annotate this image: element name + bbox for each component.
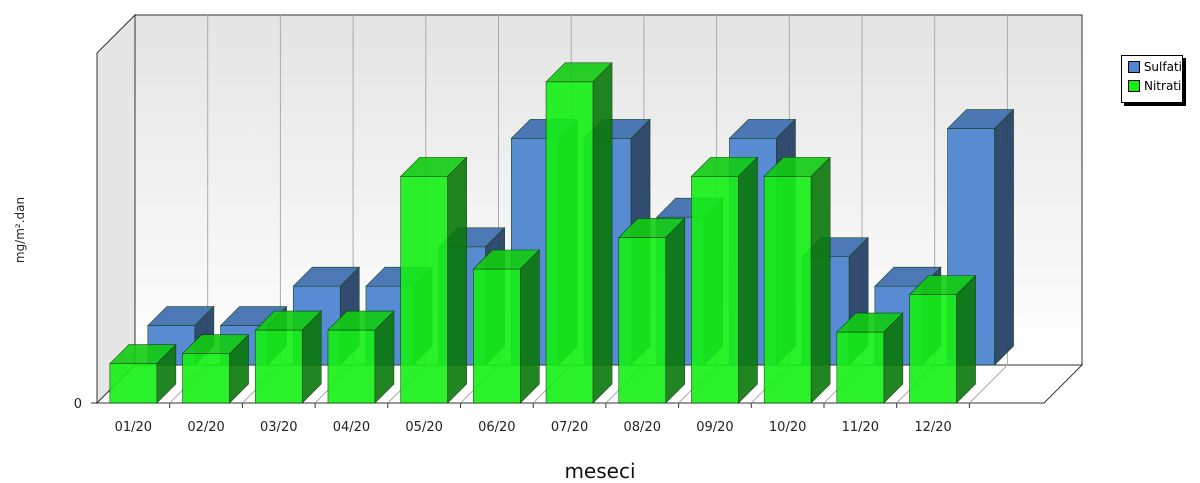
bar-nitrati-11/20: [836, 312, 904, 404]
x-tick-label: 03/20: [260, 420, 297, 435]
x-tick-label: 08/20: [624, 420, 661, 435]
x-tick-label: 10/20: [769, 420, 806, 435]
legend-item-nitrati: Nitrati: [1128, 78, 1182, 94]
bar-nitrati-05/20: [399, 156, 468, 404]
bar-nitrati-03/20: [254, 310, 322, 404]
x-tick-label: 06/20: [478, 420, 515, 435]
bar-nitrati-09/20: [690, 156, 759, 404]
y-axis-label: mg/m².dan: [13, 197, 27, 263]
legend-label-sulfati: Sulfati: [1143, 60, 1182, 74]
x-tick-label: 11/20: [842, 420, 879, 435]
y-tick-0: 0: [74, 397, 82, 412]
x-tick-label: 01/20: [115, 420, 152, 435]
bar-nitrati-08/20: [618, 217, 686, 404]
legend-swatch-sulfati: [1128, 61, 1140, 73]
x-tick-label: 04/20: [333, 420, 370, 435]
bar-nitrati-04/20: [327, 310, 395, 404]
bar-nitrati-12/20: [908, 274, 977, 404]
bar-nitrati-02/20: [181, 334, 250, 404]
x-axis-label: meseci: [564, 459, 635, 483]
legend: Sulfati Nitrati: [1121, 55, 1183, 103]
x-tick-label: 12/20: [914, 420, 951, 435]
x-tick-label: 05/20: [405, 420, 442, 435]
x-tick-label: 02/20: [187, 420, 224, 435]
legend-label-nitrati: Nitrati: [1144, 79, 1182, 93]
legend-item-sulfati: Sulfati: [1128, 59, 1182, 75]
bar-nitrati-06/20: [472, 249, 541, 404]
x-tick-label: 09/20: [696, 420, 733, 435]
legend-swatch-nitrati: [1128, 80, 1140, 92]
x-tick-label: 07/20: [551, 420, 588, 435]
bar-nitrati-10/20: [763, 156, 831, 404]
bar-nitrati-07/20: [545, 62, 613, 404]
bar-nitrati-01/20: [109, 343, 177, 404]
